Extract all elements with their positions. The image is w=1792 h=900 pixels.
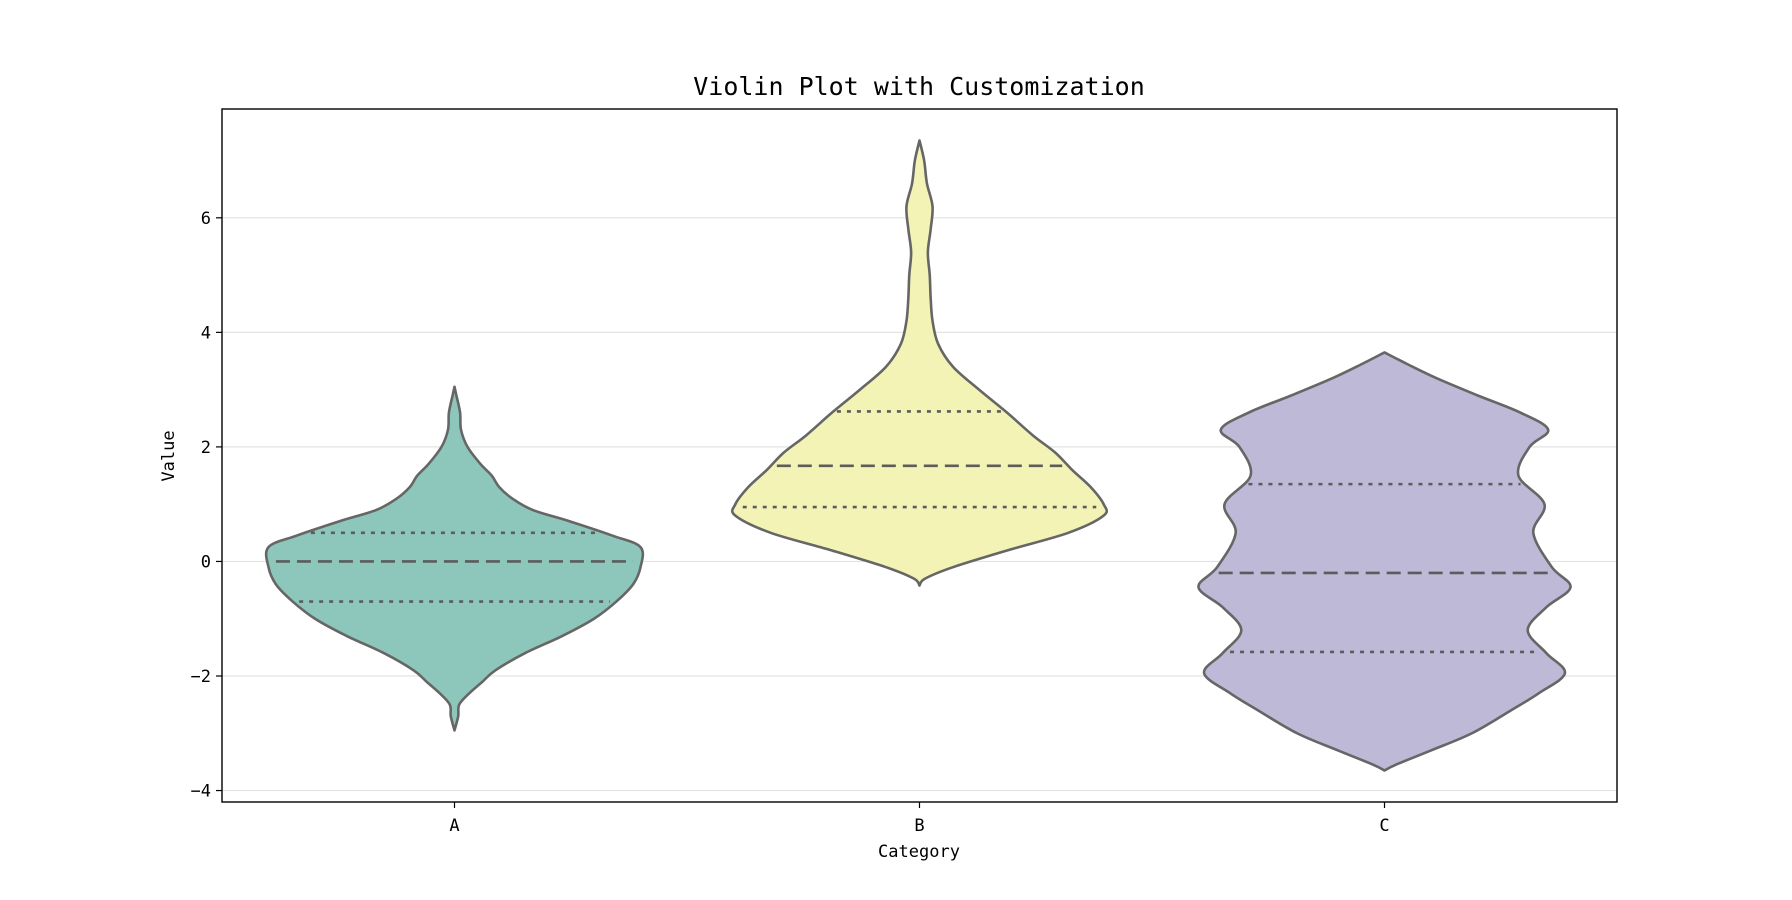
violin-a [264,385,645,732]
y-tick-label: 0 [201,552,211,572]
y-axis-label: Value [159,430,179,481]
violin-layer [264,139,1572,772]
violin-c [1197,351,1572,772]
x-axis-label: Category [878,842,960,862]
y-tick-label: 6 [201,209,211,229]
x-axis-ticks: A B C [449,802,1390,836]
quartile-layer [275,410,1551,654]
y-tick-label: −4 [191,782,211,802]
y-tick-label: 4 [201,323,211,343]
chart-title: Violin Plot with Customization [693,72,1145,101]
x-tick-label-a: A [449,816,459,836]
x-tick-label-c: C [1379,816,1389,836]
violin-b [730,139,1109,587]
y-axis-ticks: −4 −2 0 2 4 6 [191,209,222,802]
x-tick-label-b: B [914,816,924,836]
y-tick-label: −2 [191,667,211,687]
y-tick-label: 2 [201,438,211,458]
